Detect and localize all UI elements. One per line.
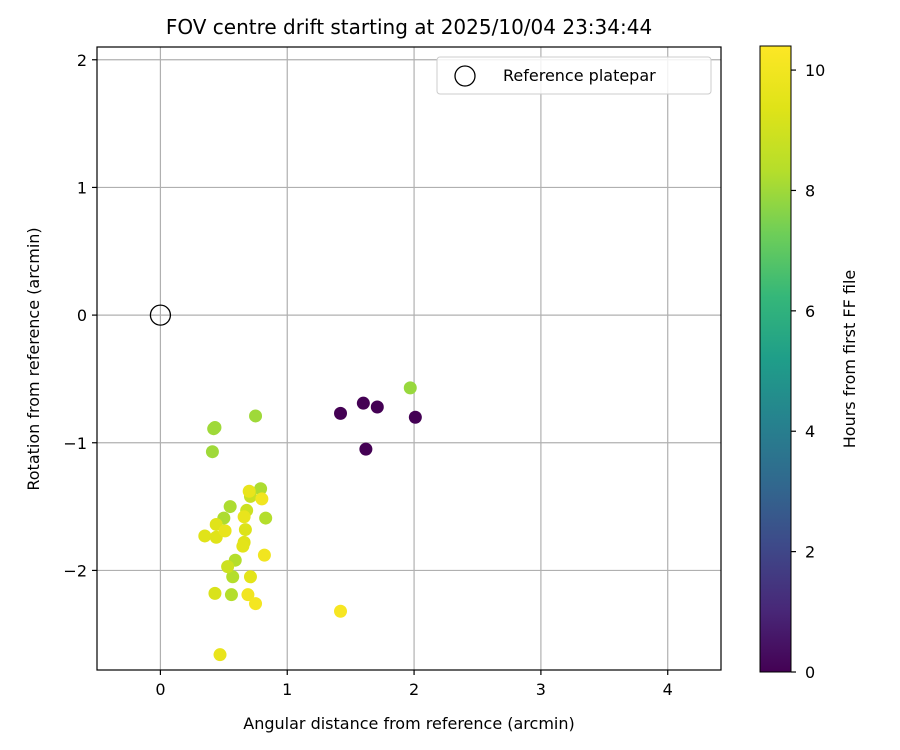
x-tick-label: 1 <box>282 680 292 699</box>
y-axis-label: Rotation from reference (arcmin) <box>24 227 43 490</box>
colorbar-tick-label: 8 <box>805 181 815 200</box>
plot-frame <box>96 46 722 671</box>
data-point <box>238 523 252 537</box>
data-point <box>223 500 237 514</box>
data-point <box>403 381 417 395</box>
reference-platepar-marker <box>149 304 172 326</box>
x-axis-label: Angular distance from reference (arcmin) <box>243 714 574 733</box>
data-point <box>359 442 373 456</box>
colorbar-tick-label: 4 <box>805 422 815 441</box>
colorbar-tick-label: 0 <box>805 663 815 682</box>
data-point <box>224 588 238 602</box>
x-axis: 0 1 2 3 4 <box>155 670 673 699</box>
data-point <box>213 648 227 662</box>
data-point <box>241 588 255 602</box>
data-points <box>198 381 422 662</box>
legend-marker <box>454 65 476 87</box>
legend-box <box>436 56 712 95</box>
x-tick-label: 4 <box>663 680 673 699</box>
data-point <box>254 482 268 496</box>
colorbar-ticks: 0 2 4 6 8 10 <box>791 61 825 682</box>
data-point <box>259 511 273 525</box>
colorbar <box>759 45 792 673</box>
data-point <box>356 396 370 410</box>
data-point <box>334 406 348 420</box>
y-axis: 2 1 0 −1 −2 <box>63 51 97 580</box>
data-point <box>249 597 263 611</box>
x-tick-label: 2 <box>409 680 419 699</box>
colorbar-label: Hours from first FF file <box>840 270 859 449</box>
data-point <box>208 586 222 600</box>
data-point <box>205 445 219 459</box>
data-point <box>408 410 422 424</box>
y-tick-label: 0 <box>77 306 87 325</box>
data-point <box>242 484 256 498</box>
y-tick-label: 1 <box>77 178 87 197</box>
data-point <box>221 560 235 574</box>
legend-label: Reference platepar <box>503 66 656 85</box>
data-point <box>198 529 212 543</box>
data-point <box>255 492 269 506</box>
data-point <box>237 510 251 524</box>
data-point <box>370 400 384 414</box>
legend: Reference platepar <box>436 56 712 95</box>
data-point <box>249 409 263 423</box>
grid <box>97 47 721 670</box>
data-point <box>218 524 232 538</box>
y-tick-label: −2 <box>63 561 87 580</box>
colorbar-tick-label: 10 <box>805 61 825 80</box>
y-tick-label: 2 <box>77 51 87 70</box>
data-point <box>334 604 348 618</box>
x-tick-label: 3 <box>536 680 546 699</box>
chart-title: FOV centre drift starting at 2025/10/04 … <box>166 15 652 39</box>
data-point <box>243 570 257 584</box>
y-tick-label: −1 <box>63 434 87 453</box>
colorbar-tick-label: 2 <box>805 543 815 562</box>
x-tick-label: 0 <box>155 680 165 699</box>
data-point <box>236 539 250 553</box>
colorbar-tick-label: 6 <box>805 302 815 321</box>
data-point <box>226 570 240 584</box>
data-point <box>257 548 271 562</box>
data-point <box>207 422 221 436</box>
